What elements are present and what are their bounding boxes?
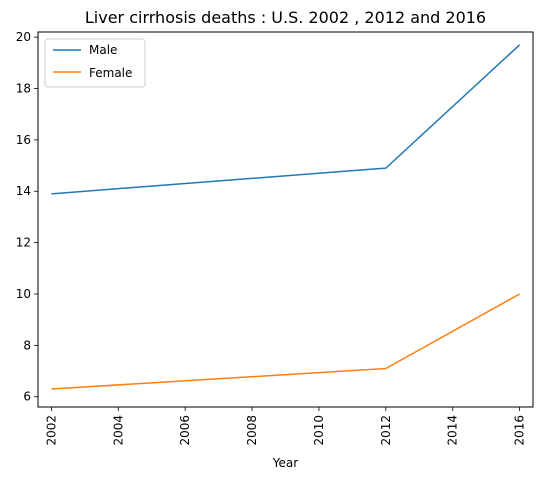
x-tick-label: 2012 [379, 415, 393, 446]
legend-label-female: Female [89, 66, 132, 80]
series-line-male [51, 44, 521, 195]
x-tick-label: 2006 [178, 415, 192, 446]
y-tick-label: 12 [16, 236, 31, 250]
legend-box [44, 38, 146, 88]
x-tick-label: 2016 [513, 415, 527, 446]
y-tick-label: 20 [16, 30, 31, 44]
y-tick-label: 8 [23, 338, 31, 352]
legend: Male Female [44, 38, 146, 88]
y-tick-label: 14 [16, 184, 31, 198]
x-tick-label: 2014 [446, 415, 460, 446]
x-axis-label: Year [272, 456, 298, 470]
x-axis: 2002 2004 2006 2008 2010 2012 2014 2016 [44, 407, 527, 446]
chart-title: Liver cirrhosis deaths : U.S. 2002 , 201… [85, 8, 486, 27]
x-tick-label: 2004 [111, 415, 125, 446]
series-line-female [51, 293, 520, 390]
y-tick-label: 6 [23, 390, 31, 404]
y-tick-label: 18 [16, 82, 31, 96]
x-tick-label: 2002 [44, 415, 58, 446]
plot-frame [37, 31, 534, 408]
plot-area [51, 44, 521, 390]
x-tick-label: 2008 [245, 415, 259, 446]
y-tick-label: 16 [16, 133, 31, 147]
y-tick-label: 10 [16, 287, 31, 301]
y-axis: 6 8 10 12 14 16 18 20 [16, 30, 38, 404]
x-tick-label: 2010 [312, 415, 326, 446]
legend-label-male: Male [89, 43, 117, 57]
